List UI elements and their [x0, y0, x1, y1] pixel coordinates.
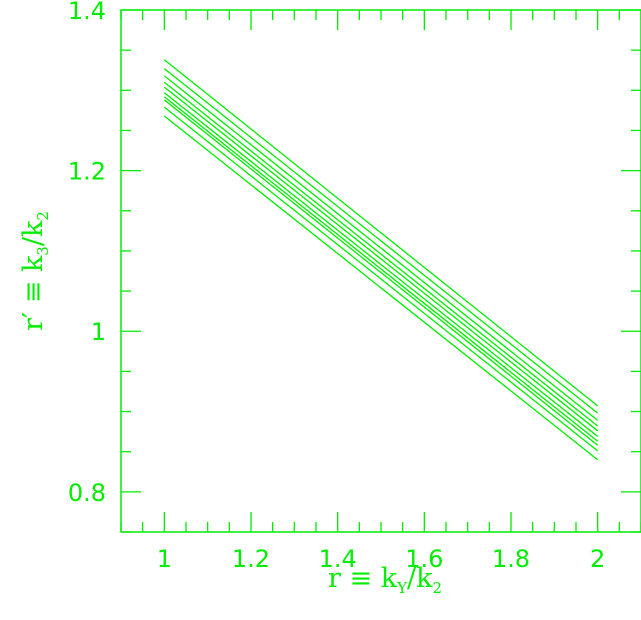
x-tick-label: 2 — [590, 545, 605, 573]
x-axis-label-mid: /k — [407, 563, 433, 594]
x-tick-label: 1 — [157, 545, 172, 573]
series-line-5 — [163, 86, 599, 432]
y-axis-label-mid: /k — [18, 220, 49, 246]
tick-labels: 1 1.2 1.4 1.6 1.8 2 0.8 1 1.2 1.4 — [68, 0, 605, 573]
y-axis-label: r′ ≡ k3/k2 — [18, 211, 52, 331]
series-lines — [163, 59, 599, 461]
y-tick-label: 0.8 — [68, 479, 106, 507]
x-axis-label-sub2: 2 — [432, 579, 442, 597]
x-axis-label-main: r ≡ k — [328, 563, 398, 594]
series-line-6 — [163, 92, 599, 437]
series-line-9 — [163, 106, 599, 452]
x-tick-label: 1.2 — [232, 545, 270, 573]
y-axis-label-sub: 3 — [34, 246, 52, 256]
series-line-7 — [163, 96, 599, 442]
series-line-2 — [163, 68, 599, 414]
y-axis-label-sub2: 2 — [34, 211, 52, 221]
series-line-10 — [163, 115, 599, 461]
x-tick-label: 1.6 — [405, 545, 443, 573]
series-line-8 — [163, 99, 599, 446]
y-tick-label: 1.2 — [68, 158, 106, 186]
x-axis-label: r ≡ kY/k2 — [328, 563, 442, 597]
x-tick-label: 1.8 — [492, 545, 530, 573]
series-line-4 — [163, 81, 599, 427]
x-axis-label-sub: Y — [396, 579, 408, 597]
y-axis-label-main: r′ ≡ k — [18, 255, 49, 331]
series-line-1 — [163, 59, 599, 407]
y-tick-label: 1.4 — [68, 0, 106, 25]
y-tick-label: 1 — [91, 318, 106, 346]
series-line-3 — [163, 75, 599, 421]
axis-ticks — [120, 9, 641, 533]
x-tick-label: 1.4 — [319, 545, 357, 573]
